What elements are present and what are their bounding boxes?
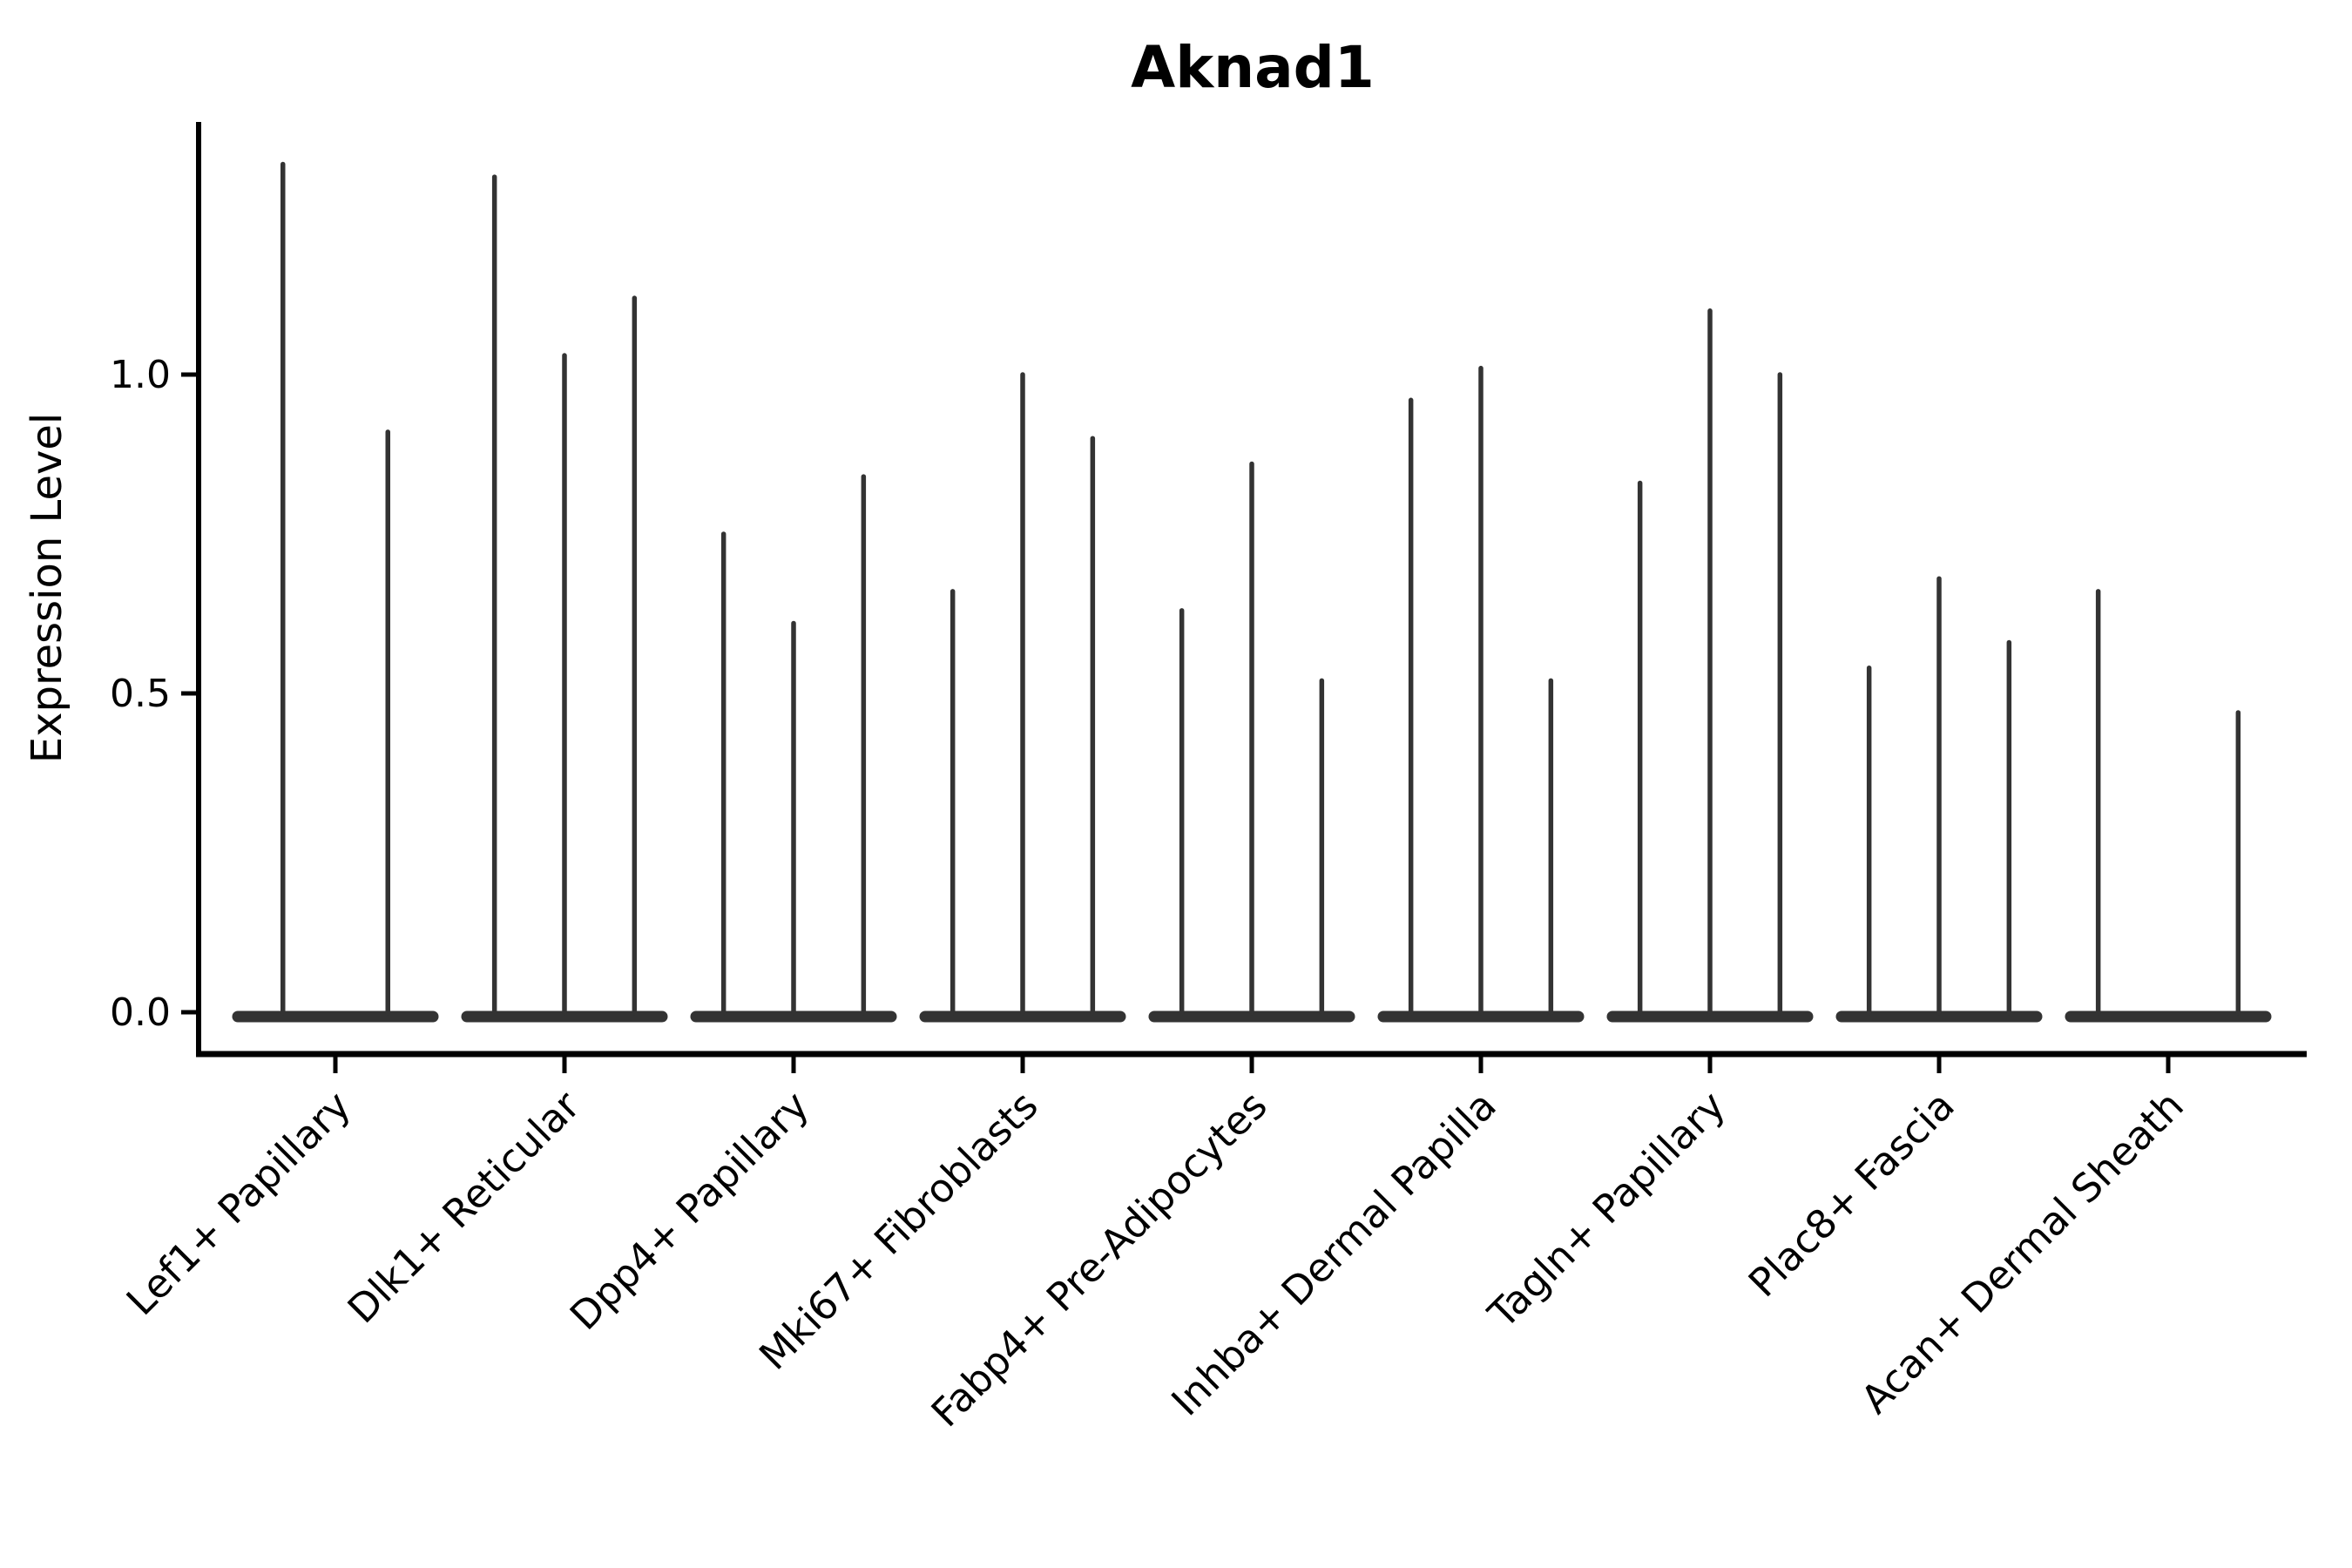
x-tick-label: Dlk1+ Reticular	[339, 1082, 589, 1332]
y-tick-label: 0.0	[110, 990, 171, 1035]
x-tick-label: Lef1+ Papillary	[118, 1082, 360, 1324]
chart-title: Aknad1	[1131, 34, 1375, 101]
y-axis-label: Expression Level	[23, 413, 71, 764]
y-tick-label: 1.0	[110, 353, 171, 397]
y-tick-label: 0.5	[110, 672, 171, 716]
x-tick-label: Dpp4+ Papillary	[561, 1082, 818, 1339]
x-tick-label: Plac8+ Fascia	[1740, 1082, 1963, 1306]
x-tick-label: Tagln+ Papillary	[1479, 1082, 1734, 1337]
